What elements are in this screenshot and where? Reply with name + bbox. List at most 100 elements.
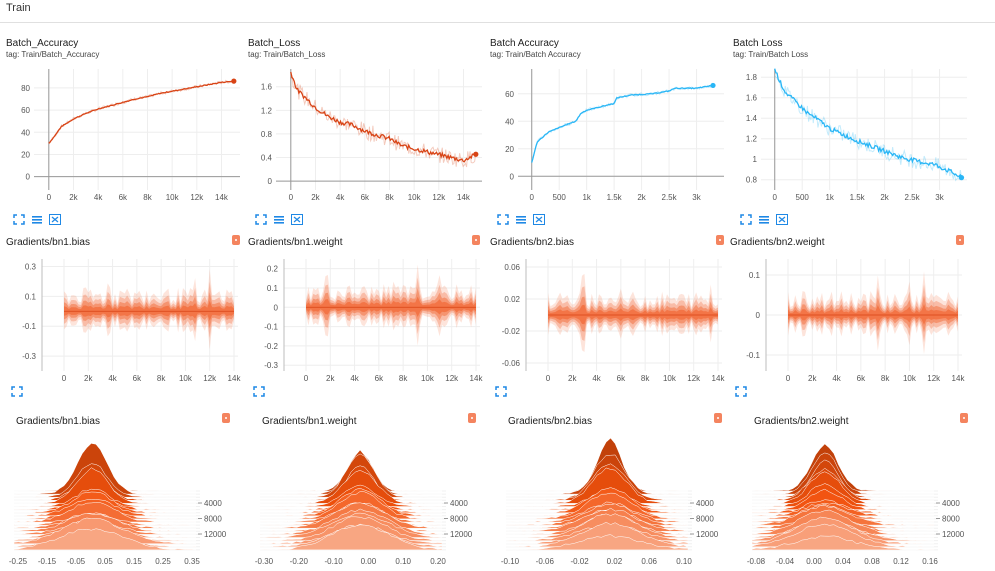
distribution-band: [788, 304, 958, 325]
x-tick-label: 2.5k: [662, 193, 678, 202]
x-tick-label: 2.5k: [905, 193, 921, 202]
x-tick-label: 6k: [375, 374, 384, 383]
fit-to-screen-icon[interactable]: [739, 214, 752, 225]
y-tick-label: 1: [753, 155, 758, 164]
y-tick-label: 8000: [942, 515, 960, 524]
x-tick-label: 0.35: [184, 557, 200, 566]
toggle-y-log-icon[interactable]: [757, 214, 770, 225]
chart-title: Batch_Accuracy: [6, 38, 79, 49]
chart-title: Gradients/bn1.bias: [6, 237, 90, 248]
x-tick-label: 0.05: [97, 557, 113, 566]
x-tick-label: -0.04: [776, 557, 795, 566]
fit-domain-icon[interactable]: [775, 214, 788, 225]
x-tick-label: 14k: [952, 374, 966, 383]
download-menu-icon[interactable]: [222, 413, 230, 423]
distribution-band: [306, 296, 476, 317]
fit-to-screen-icon[interactable]: [496, 214, 509, 225]
chart-tag: tag: Train/Batch_Loss: [248, 50, 326, 59]
x-tick-label: -0.02: [570, 557, 589, 566]
chart-title: Gradients/bn2.bias: [508, 416, 592, 427]
fit-domain-icon[interactable]: [532, 214, 545, 225]
x-tick-label: 0.10: [395, 557, 411, 566]
distribution-plot[interactable]: 0 2k 4k 6k 8k 10k 12k 14k 0.1 0 -0.1: [730, 253, 970, 388]
download-menu-icon[interactable]: [468, 413, 476, 423]
series-raw-line: [531, 84, 714, 162]
x-tick-label: -0.20: [290, 557, 309, 566]
y-tick-label: 0.3: [25, 262, 37, 271]
histogram-slice: [13, 528, 197, 551]
x-tick-label: 10k: [166, 193, 180, 202]
distribution-card: Gradients/bn1.weight 0 2k 4k 6k 8k 10k 12k 14k 0.…: [248, 235, 488, 403]
series-smoothed-line: [290, 71, 477, 163]
distribution-plot[interactable]: 0 2k 4k 6k 8k 10k 12k 14k 0.3 0.1 -0.1 -0.3: [6, 253, 246, 388]
y-tick-label: 12000: [696, 530, 719, 539]
distribution-band: [64, 300, 234, 321]
histogram-slice: [751, 483, 934, 507]
fit-to-screen-icon[interactable]: [12, 214, 25, 225]
download-menu-icon[interactable]: [716, 235, 724, 245]
y-tick-label: 0.8: [746, 176, 758, 185]
y-tick-label: 8000: [696, 515, 714, 524]
scalar-plot[interactable]: 0 500 1k 1.5k 2k 2.5k 3k 0.8 1 1.2 1.4 1.6 1.8: [733, 65, 973, 205]
toggle-y-log-icon[interactable]: [272, 214, 285, 225]
y-tick-label: 80: [21, 84, 30, 93]
x-tick-label: -0.06: [536, 557, 555, 566]
x-tick-label: 4k: [350, 374, 359, 383]
x-tick-label: 14k: [712, 374, 726, 383]
series-smoothed-line: [774, 68, 963, 178]
x-tick-label: 12k: [927, 374, 941, 383]
section-title[interactable]: Train: [6, 2, 31, 14]
fit-domain-icon[interactable]: [290, 214, 303, 225]
fit-domain-icon[interactable]: [48, 214, 61, 225]
y-tick-label: 20: [505, 145, 514, 154]
fit-to-screen-icon[interactable]: [252, 386, 265, 397]
x-tick-label: 10k: [179, 374, 193, 383]
distribution-card: Gradients/bn2.bias 0 2k 4k 6k 8k 10k 12k 14k 0.06…: [490, 235, 730, 403]
download-menu-icon[interactable]: [472, 235, 480, 245]
histogram-plot[interactable]: -0.10 -0.06 -0.02 0.02 0.06 0.10 4000 8000 12000: [492, 431, 728, 571]
x-tick-label: 3k: [935, 193, 944, 202]
histogram-plot[interactable]: -0.08 -0.04 0.00 0.04 0.08 0.12 0.16 4000 8000 12…: [738, 431, 974, 571]
x-tick-label: 14k: [228, 374, 242, 383]
download-menu-icon[interactable]: [956, 235, 964, 245]
x-tick-label: 8k: [157, 374, 166, 383]
x-tick-label: 0.10: [676, 557, 692, 566]
download-menu-icon[interactable]: [232, 235, 240, 245]
toggle-y-log-icon[interactable]: [514, 214, 527, 225]
x-tick-label: 0.06: [641, 557, 657, 566]
y-tick-label: 1.6: [746, 94, 758, 103]
histogram-card: Gradients/bn2.weight -0.08 -0.04 0.00 0.04 0.…: [747, 411, 984, 571]
histogram-slice: [751, 523, 935, 548]
download-menu-icon[interactable]: [960, 413, 968, 423]
fit-to-screen-icon[interactable]: [254, 214, 267, 225]
distribution-plot[interactable]: 0 2k 4k 6k 8k 10k 12k 14k 0.2 0.1 0 -0.1 -0.2 -0.3: [248, 253, 488, 388]
y-tick-label: 0: [510, 172, 515, 181]
y-tick-label: 4000: [450, 499, 468, 508]
download-menu-icon[interactable]: [714, 413, 722, 423]
x-tick-label: 4k: [832, 374, 841, 383]
histogram-card: Gradients/bn2.bias -0.10 -0.06 -0.02 0.02 0.0…: [501, 411, 738, 571]
scalar-card: Batch Accuracy tag: Train/Batch Accuracy 0…: [490, 38, 730, 233]
section-divider: [0, 22, 995, 23]
x-tick-label: 0.20: [430, 557, 446, 566]
chart-title: Batch_Loss: [248, 38, 301, 49]
toggle-y-log-icon[interactable]: [30, 214, 43, 225]
scalar-plot[interactable]: 0 2k 4k 6k 8k 10k 12k 14k 0 20 40 60 80: [6, 65, 246, 205]
histogram-slice: [751, 535, 935, 551]
scalar-plot[interactable]: 0 2k 4k 6k 8k 10k 12k 14k 0 0.4 0.8 1.2 1.6: [248, 65, 488, 205]
x-tick-label: 0: [289, 193, 294, 202]
y-tick-label: 0: [26, 173, 31, 182]
fit-to-screen-icon[interactable]: [494, 386, 507, 397]
chart-tag: tag: Train/Batch Loss: [733, 50, 809, 59]
y-tick-label: 0: [268, 177, 273, 186]
histogram-plot[interactable]: -0.25 -0.15 -0.05 0.05 0.15 0.25 0.35 4000 8000 1…: [0, 431, 236, 571]
x-tick-label: 500: [796, 193, 810, 202]
fit-to-screen-icon[interactable]: [734, 386, 747, 397]
histogram-plot[interactable]: -0.30 -0.20 -0.10 0.00 0.10 0.20 4000 8000 12000: [246, 431, 482, 571]
x-tick-label: 2k: [311, 193, 320, 202]
scalar-plot[interactable]: 0 500 1k 1.5k 2k 2.5k 3k 0 20 40 60: [490, 65, 730, 205]
x-tick-label: 6k: [119, 193, 128, 202]
fit-to-screen-icon[interactable]: [10, 386, 23, 397]
y-tick-label: -0.2: [264, 342, 278, 351]
distribution-plot[interactable]: 0 2k 4k 6k 8k 10k 12k 14k 0.06 0.02 -0.02 -0.06: [490, 253, 730, 388]
